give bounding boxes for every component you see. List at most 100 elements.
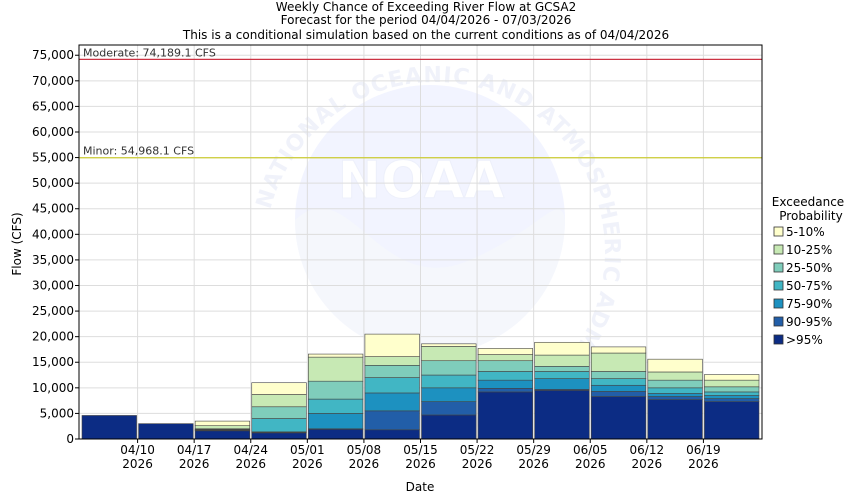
bar-segment [534,371,590,379]
bar-segment [647,358,703,373]
bar-segment [704,398,760,402]
bar-segment [704,379,760,388]
bar-segment [421,346,477,362]
x-tick-label-date: 05/29 [516,443,551,457]
bar-segment [590,396,647,440]
bar-segment [364,356,420,366]
y-tick-label: 45,000 [32,202,74,216]
legend-swatch [773,262,784,273]
legend-label: 75-90% [786,297,832,311]
bar-segment [704,395,760,399]
x-tick-label-year: 2026 [292,457,323,471]
legend-swatch [773,244,784,255]
bar-segment [421,343,477,347]
y-tick-label: 35,000 [32,253,74,267]
bar-segment [194,425,251,430]
bar-segment [647,399,703,440]
x-tick-label-year: 2026 [518,457,549,471]
bar-segment [251,418,307,433]
bar-segment [421,360,477,376]
bar-segment [251,432,307,440]
legend-swatch [773,280,784,291]
y-tick-label: 15,000 [32,355,74,369]
bar-segment [477,379,533,389]
bar-segment [477,391,533,440]
bar-segment [308,380,364,400]
x-tick-label-date: 06/05 [573,443,608,457]
legend-label: 5-10% [786,225,825,239]
bar-segment [590,346,647,354]
bar-segment [308,413,364,430]
y-tick-label: 0 [66,432,74,446]
x-tick-label-date: 04/10 [120,443,155,457]
bar-segment [704,386,760,393]
bar-segment [477,354,533,362]
x-tick-label-date: 05/15 [403,443,438,457]
bar-segment [308,428,364,440]
bar-segment [590,378,647,386]
y-tick-label: 60,000 [32,125,74,139]
x-tick-label-date: 04/17 [177,443,212,457]
legend-title-line2: Probability [779,209,842,223]
bar-segment [477,360,533,372]
bar-segment [421,401,477,416]
threshold-lines: Moderate: 74,189.1 CFS Minor: 54,968.1 CF… [79,46,762,159]
y-tick-label: 65,000 [32,99,74,113]
y-tick-label: 70,000 [32,74,74,88]
bar-segment [251,382,307,395]
x-tick-label-date: 06/19 [686,443,721,457]
legend-swatch [773,226,784,237]
x-tick-label-year: 2026 [462,457,493,471]
y-axis-label: Flow (CFS) [10,212,24,275]
legend-label: 50-75% [786,279,832,293]
y-tick-label: 25,000 [32,304,74,318]
x-tick-label-year: 2026 [235,457,266,471]
legend-label: 25-50% [786,261,832,275]
x-tick-label-year: 2026 [688,457,719,471]
y-axis: 0 5,000 10,000 15,000 20,000 25,000 30,000 35,0… [32,48,79,446]
bar-segment [138,423,194,440]
bar-segment [251,394,307,408]
bar-segment [421,414,477,440]
bar-segment [364,333,420,357]
x-tick-label-year: 2026 [122,457,153,471]
bar-segment [590,384,647,392]
x-tick-label-date: 05/08 [347,443,382,457]
chart-subtitle-2: This is a conditional simulation based o… [182,28,669,42]
bar-segment [590,391,647,397]
bar-segment [81,415,137,440]
bar-segment [477,371,533,381]
bar-stacks [81,333,760,440]
legend-swatch [773,298,784,309]
bar-segment [534,366,590,372]
bar-segment [590,371,647,379]
bar-segment [364,410,420,431]
x-axis: 04/10202604/17202604/24202605/01202605/0… [120,439,721,471]
y-tick-label: 40,000 [32,227,74,241]
y-tick-label: 75,000 [32,48,74,62]
x-axis-label: Date [406,480,435,494]
x-tick-label-year: 2026 [349,457,380,471]
bar-segment [704,401,760,440]
bar-segment [534,341,590,356]
x-tick-label-year: 2026 [179,457,210,471]
bar-segment [647,396,703,400]
bar-segment [534,390,590,440]
bar-segment [590,352,647,372]
x-tick-label-year: 2026 [405,457,436,471]
x-tick-label-date: 06/12 [630,443,665,457]
threshold-label: Minor: 54,968.1 CFS [83,145,194,158]
bar-segment [647,371,703,381]
bar-segment [477,348,533,355]
bar-segment [477,388,533,393]
y-tick-label: 50,000 [32,176,74,190]
chart-subtitle: Forecast for the period 04/04/2026 - 07/… [281,13,572,27]
x-tick-label-year: 2026 [632,457,663,471]
y-tick-label: 30,000 [32,278,74,292]
bar-segment [308,356,364,382]
threshold-label: Moderate: 74,189.1 CFS [83,46,216,59]
bar-segment [534,354,590,367]
bar-segment [704,391,760,396]
bar-segment [194,430,251,440]
